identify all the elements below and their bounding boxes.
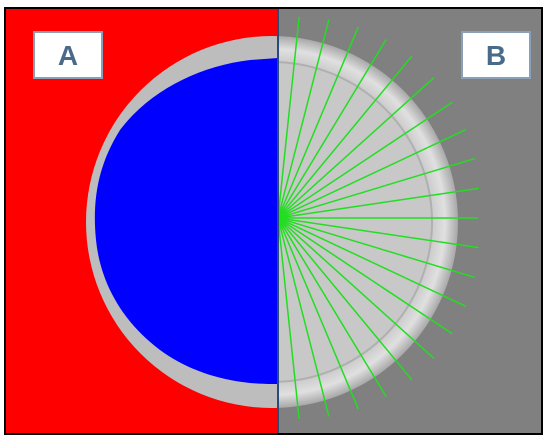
- radial-line: [278, 217, 479, 249]
- radial-line: [278, 217, 359, 410]
- radial-line: [278, 217, 330, 417]
- radial-line: [278, 187, 479, 219]
- radial-line: [278, 19, 330, 219]
- radial-line: [278, 157, 475, 219]
- label-box-a: [33, 31, 103, 79]
- dish-rim: [278, 61, 433, 383]
- radial-line: [278, 217, 467, 308]
- radial-line: [278, 101, 453, 219]
- radial-lines: [278, 16, 479, 420]
- radial-line: [278, 16, 300, 219]
- panel-label: A: [58, 40, 78, 71]
- radial-line: [278, 38, 387, 219]
- radial-line: [278, 217, 300, 420]
- radial-line: [278, 55, 413, 219]
- segmented-region: [94, 58, 278, 385]
- panel-label: B: [486, 40, 506, 71]
- radial-line: [278, 26, 359, 219]
- frame: [4, 7, 543, 435]
- radial-line: [278, 217, 387, 398]
- radial-line: [278, 217, 435, 360]
- radial-line: [278, 217, 475, 279]
- radial-line: [278, 217, 453, 335]
- label-box-b: [461, 31, 531, 79]
- radial-line: [278, 76, 435, 219]
- radial-line: [278, 217, 413, 381]
- radial-line: [278, 128, 467, 219]
